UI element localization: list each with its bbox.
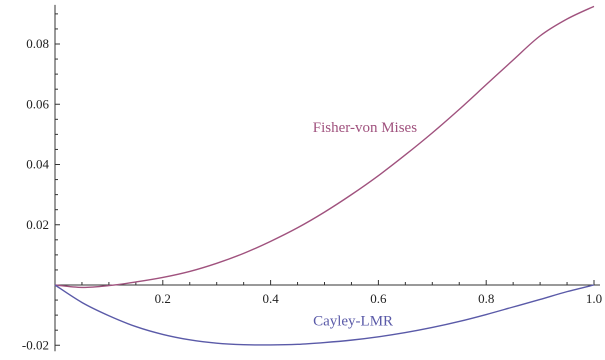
series-layer	[54, 5, 595, 346]
y-tick-label: 0.08	[26, 36, 49, 51]
series-line-cayley-lmr	[54, 284, 595, 346]
x-tick-label: 0.4	[262, 291, 279, 306]
y-tick-label: 0.04	[26, 157, 49, 172]
y-tick-label: 0.06	[26, 96, 49, 111]
x-tick-label: 1.0	[586, 291, 602, 306]
label-layer: Fisher-von Mises Cayley-LMR	[313, 120, 417, 330]
y-tick-label: 0.02	[26, 217, 49, 232]
y-tick-label: -0.02	[22, 337, 49, 352]
x-tick-label: 0.8	[478, 291, 494, 306]
x-tick-label: 0.6	[370, 291, 387, 306]
series-label-fisher-von-mises: Fisher-von Mises	[313, 120, 417, 136]
series-label-cayley-lmr: Cayley-LMR	[313, 314, 393, 330]
series-line-fisher-von-mises	[54, 5, 595, 289]
x-tick-label: 0.2	[155, 291, 171, 306]
axes: 0.2 0.4 0.6 0.8 1.0 -0.02 0.02 0.04 0.06 0.08	[22, 4, 602, 352]
